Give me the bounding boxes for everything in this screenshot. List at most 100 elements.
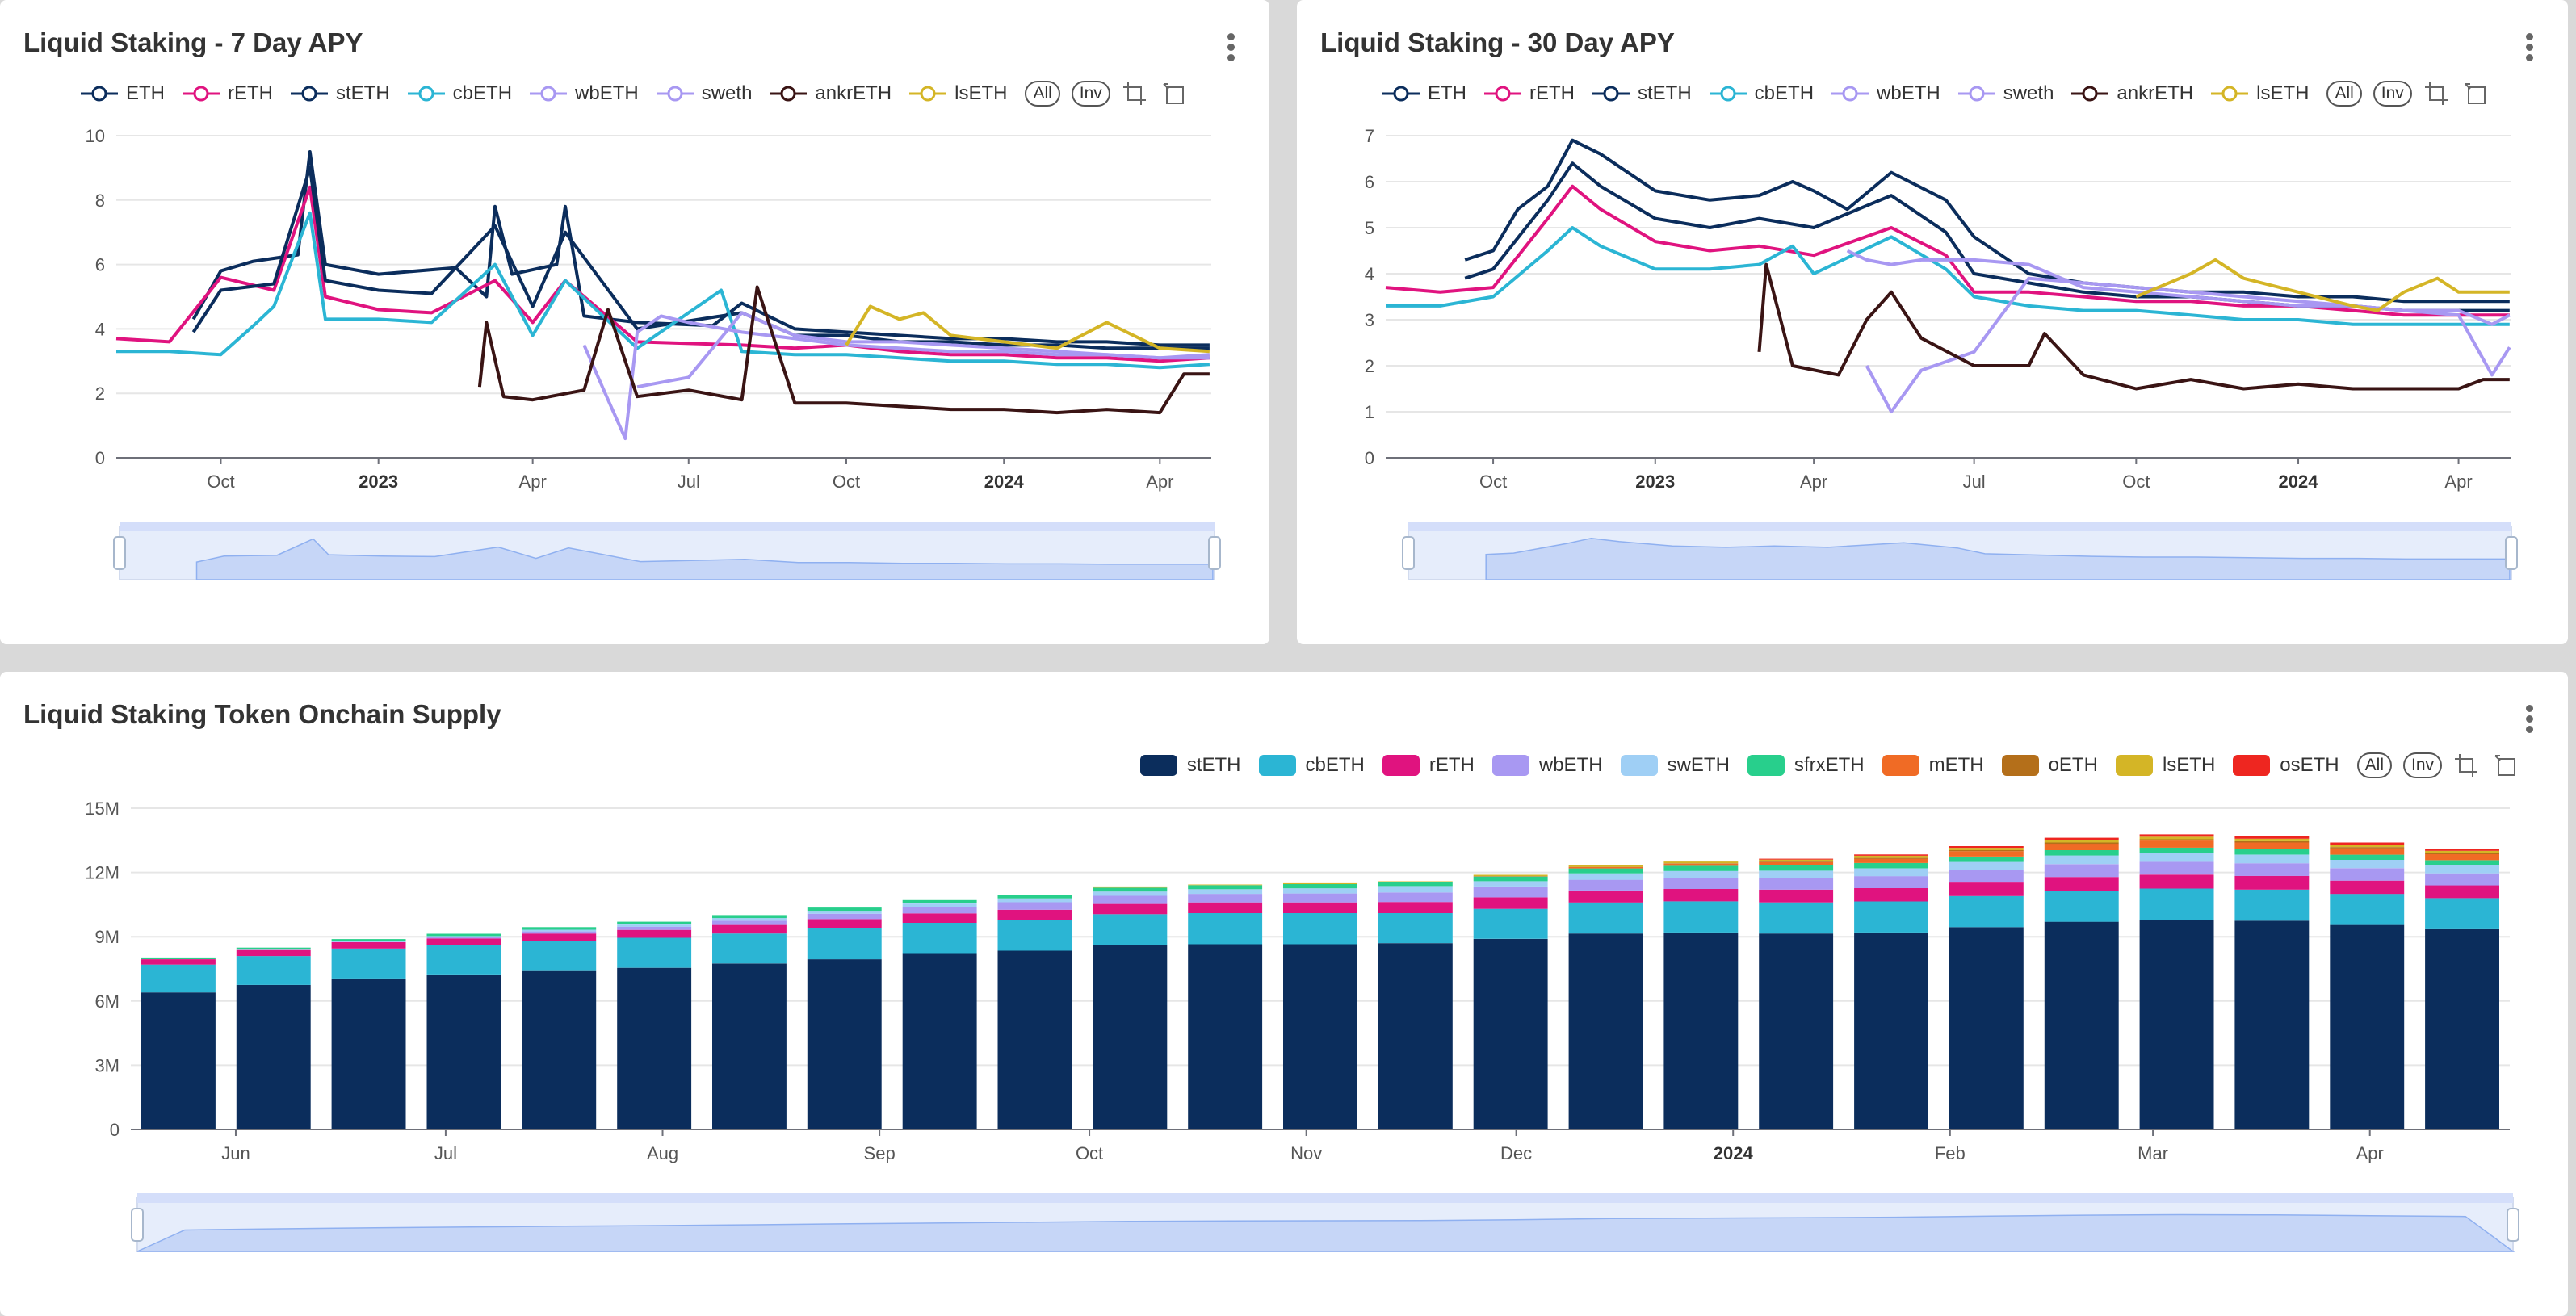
legend-item-cbeth[interactable]: cbETH xyxy=(407,82,512,105)
bar-segment-reth[interactable] xyxy=(331,941,406,949)
invert-selection-button[interactable]: Inv xyxy=(1071,81,1110,107)
legend-item-lseth[interactable]: lsETH xyxy=(2115,754,2215,777)
bar-segment-wbeth[interactable] xyxy=(807,913,882,920)
bar-segment-sfrxeth[interactable] xyxy=(2044,850,2119,856)
invert-selection-button[interactable]: Inv xyxy=(2373,81,2412,107)
bar-segment-sweth[interactable] xyxy=(997,898,1072,903)
select-all-button[interactable]: All xyxy=(1025,81,1060,107)
bar-segment-sweth[interactable] xyxy=(807,911,882,914)
bar-segment-meth[interactable] xyxy=(1473,876,1548,877)
bar-segment-oseth[interactable] xyxy=(1854,854,1928,856)
bar-segment-reth[interactable] xyxy=(1568,890,1643,903)
series-line-ankreth[interactable] xyxy=(477,285,1210,415)
bar-segment-steth[interactable] xyxy=(902,953,977,1129)
select-all-button[interactable]: All xyxy=(2326,81,2362,107)
bar-segment-lseth[interactable] xyxy=(1188,884,1263,886)
bar-segment-wbeth[interactable] xyxy=(712,920,787,925)
bar-segment-cbeth[interactable] xyxy=(712,933,787,964)
bar-segment-sweth[interactable] xyxy=(1854,868,1928,877)
bar-segment-wbeth[interactable] xyxy=(1663,878,1739,889)
bar-segment-lseth[interactable] xyxy=(2425,850,2499,853)
bar-segment-sweth[interactable] xyxy=(1949,861,2024,870)
bar-segment-reth[interactable] xyxy=(2425,885,2499,899)
bar-segment-reth[interactable] xyxy=(617,929,692,938)
bar-segment-cbeth[interactable] xyxy=(2330,894,2405,925)
bar-segment-sweth[interactable] xyxy=(617,924,692,927)
legend-item-cbeth[interactable]: cbETH xyxy=(1709,82,1814,105)
datazoom-right-handle[interactable] xyxy=(1208,536,1221,570)
legend-item-steth[interactable]: stETH xyxy=(1592,82,1692,105)
bar-segment-lseth[interactable] xyxy=(1473,874,1548,877)
bar-segment-sfrxeth[interactable] xyxy=(1949,857,2024,862)
bar-segment-reth[interactable] xyxy=(236,949,311,957)
bar-segment-oseth[interactable] xyxy=(1759,858,1834,860)
bar-segment-sfrxeth[interactable] xyxy=(617,921,692,924)
legend-item-lseth[interactable]: lsETH xyxy=(909,82,1007,105)
bar-segment-reth[interactable] xyxy=(1854,888,1928,902)
bar-segment-oeth[interactable] xyxy=(2234,840,2310,843)
bar-segment-cbeth[interactable] xyxy=(1854,901,1928,933)
bar-segment-steth[interactable] xyxy=(1473,938,1548,1129)
bar-segment-sfrxeth[interactable] xyxy=(1663,865,1739,871)
bar-segment-cbeth[interactable] xyxy=(1568,902,1643,934)
bar-segment-sfrxeth[interactable] xyxy=(1378,882,1453,887)
bar-segment-wbeth[interactable] xyxy=(617,926,692,930)
bar-segment-sfrxeth[interactable] xyxy=(1759,865,1834,871)
legend-item-meth[interactable]: mETH xyxy=(1882,754,1984,777)
bar-segment-oeth[interactable] xyxy=(1854,857,1928,859)
bar-segment-wbeth[interactable] xyxy=(426,937,501,939)
bar-segment-steth[interactable] xyxy=(522,970,597,1129)
more-vertical-icon[interactable] xyxy=(2519,702,2539,735)
series-line-eth[interactable] xyxy=(191,150,1210,347)
bar-segment-sfrxeth[interactable] xyxy=(1188,885,1263,890)
bar-segment-oseth[interactable] xyxy=(2139,834,2214,837)
bar-segment-reth[interactable] xyxy=(2139,874,2214,889)
bar-segment-wbeth[interactable] xyxy=(1378,892,1453,903)
bar-segment-meth[interactable] xyxy=(2234,842,2310,850)
more-vertical-icon[interactable] xyxy=(1221,31,1240,63)
bar-segment-oseth[interactable] xyxy=(2425,849,2499,851)
bar-segment-steth[interactable] xyxy=(1568,933,1643,1129)
bar-segment-meth[interactable] xyxy=(1759,861,1834,865)
series-line-sweth[interactable] xyxy=(636,311,1210,389)
bar-segment-sfrxeth[interactable] xyxy=(141,957,216,959)
bar-segment-sweth[interactable] xyxy=(1093,891,1168,896)
bar-segment-sfrxeth[interactable] xyxy=(807,907,882,912)
legend-item-oseth[interactable]: osETH xyxy=(2233,754,2339,777)
bar-segment-sfrxeth[interactable] xyxy=(1093,887,1168,892)
bar-segment-sweth[interactable] xyxy=(522,929,597,932)
series-line-steth[interactable] xyxy=(1464,161,2510,312)
bar-segment-oseth[interactable] xyxy=(1663,861,1738,862)
series-line-sweth[interactable] xyxy=(1865,276,2511,413)
bar-segment-cbeth[interactable] xyxy=(1663,901,1739,933)
bar-segment-cbeth[interactable] xyxy=(807,928,882,960)
bar-segment-sweth[interactable] xyxy=(331,941,406,942)
bar-segment-cbeth[interactable] xyxy=(617,937,692,968)
bar-segment-cbeth[interactable] xyxy=(1949,895,2024,928)
datazoom-handle-bar[interactable] xyxy=(120,522,1215,531)
bar-segment-sweth[interactable] xyxy=(1473,881,1548,887)
bar-segment-steth[interactable] xyxy=(331,978,406,1129)
legend-item-eth[interactable]: ETH xyxy=(1382,82,1466,105)
bar-segment-wbeth[interactable] xyxy=(1854,876,1928,888)
bar-segment-cbeth[interactable] xyxy=(1473,908,1548,939)
legend-item-steth[interactable]: stETH xyxy=(1139,754,1241,777)
legend-item-sfrxeth[interactable]: sfrxETH xyxy=(1747,754,1865,777)
datazoom-left-handle[interactable] xyxy=(131,1208,144,1242)
bar-segment-cbeth[interactable] xyxy=(522,941,597,971)
series-line-cbeth[interactable] xyxy=(116,211,1210,370)
bar-segment-sfrxeth[interactable] xyxy=(1854,862,1928,869)
bar-segment-wbeth[interactable] xyxy=(522,931,597,934)
bar-segment-sfrxeth[interactable] xyxy=(236,947,311,950)
legend-item-oeth[interactable]: oETH xyxy=(2001,754,2098,777)
bar-segment-oseth[interactable] xyxy=(1949,846,2024,849)
bar-segment-steth[interactable] xyxy=(1949,927,2024,1129)
bar-segment-reth[interactable] xyxy=(2234,875,2310,890)
datazoom-handle-bar[interactable] xyxy=(1408,522,2511,531)
series-line-eth[interactable] xyxy=(1464,138,2510,304)
zoom-select-icon[interactable] xyxy=(1122,81,1147,107)
bar-segment-lseth[interactable] xyxy=(1093,886,1168,888)
bar-segment-sweth[interactable] xyxy=(1283,888,1357,894)
bar-segment-sweth[interactable] xyxy=(426,936,501,937)
bar-segment-sweth[interactable] xyxy=(2330,859,2405,869)
